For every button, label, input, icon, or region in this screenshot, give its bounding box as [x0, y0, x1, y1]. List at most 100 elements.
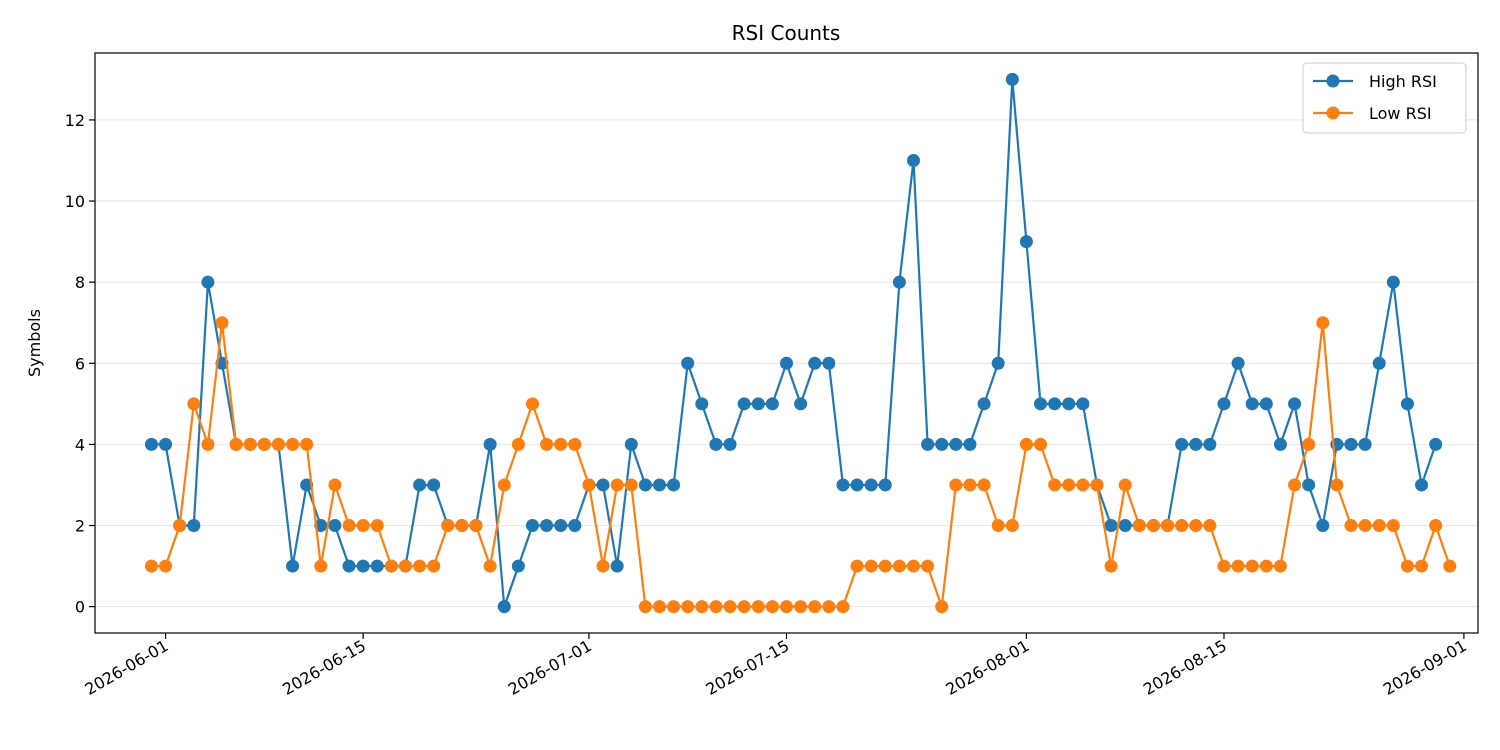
data-point: [441, 519, 455, 533]
data-point: [540, 437, 554, 451]
y-axis-label: Symbols: [25, 309, 44, 377]
data-point: [1161, 519, 1175, 533]
data-point: [808, 356, 822, 370]
data-point: [864, 559, 878, 573]
data-point: [159, 559, 173, 573]
data-point: [1217, 559, 1231, 573]
data-point: [469, 519, 483, 533]
data-point: [1288, 397, 1302, 411]
data-point: [356, 519, 370, 533]
data-point: [511, 437, 525, 451]
data-point: [1259, 559, 1273, 573]
data-point: [935, 600, 949, 614]
data-point: [780, 356, 793, 370]
data-point: [427, 559, 441, 573]
data-point: [921, 559, 935, 573]
data-point: [1189, 437, 1203, 451]
series-low-rsi: [144, 316, 1457, 614]
plot-frame: [94, 52, 1479, 634]
data-point: [413, 478, 427, 492]
data-point: [1372, 519, 1386, 533]
data-point: [1146, 519, 1160, 533]
data-point: [1076, 478, 1090, 492]
y-tick-label: 10: [65, 192, 85, 211]
y-axis: 0 2 4 6 8 10 12: [65, 111, 95, 617]
data-point: [850, 559, 864, 573]
data-point: [342, 519, 356, 533]
data-point: [243, 437, 257, 451]
data-point: [836, 600, 850, 614]
data-point: [667, 600, 681, 614]
data-point: [624, 478, 638, 492]
data-point: [1034, 397, 1048, 411]
data-point: [1400, 559, 1414, 573]
data-point: [949, 478, 963, 492]
data-point: [624, 437, 638, 451]
y-tick-label: 6: [75, 354, 85, 373]
data-point: [1415, 478, 1429, 492]
y-tick-label: 0: [75, 598, 85, 617]
data-point: [808, 600, 822, 614]
data-point: [794, 600, 808, 614]
data-point: [892, 559, 906, 573]
x-tick-label: 2026-07-01: [505, 636, 595, 699]
data-point: [1118, 478, 1132, 492]
data-point: [822, 600, 836, 614]
data-point: [497, 600, 511, 614]
data-point: [1231, 559, 1245, 573]
legend-label: High RSI: [1369, 72, 1437, 91]
data-point: [907, 559, 921, 573]
data-point: [427, 478, 441, 492]
data-point: [610, 559, 624, 573]
x-tick-label: 2026-06-01: [82, 636, 172, 699]
data-point: [963, 437, 977, 451]
data-point: [540, 519, 554, 533]
series-high-rsi: [144, 72, 1443, 614]
data-point: [878, 478, 892, 492]
data-point: [1189, 519, 1203, 533]
data-point: [1316, 316, 1330, 330]
data-point: [356, 559, 370, 573]
legend: High RSI Low RSI: [1302, 62, 1467, 134]
data-point: [638, 478, 652, 492]
data-point: [949, 437, 963, 451]
data-point: [582, 478, 596, 492]
data-point: [201, 275, 215, 289]
data-point: [384, 559, 398, 573]
data-point: [413, 559, 427, 573]
data-point: [1358, 519, 1372, 533]
data-point: [892, 275, 906, 289]
data-point: [836, 478, 850, 492]
legend-item: High RSI: [1313, 72, 1437, 91]
data-point: [1344, 437, 1358, 451]
data-point: [483, 559, 497, 573]
data-point: [780, 600, 793, 614]
data-point: [342, 559, 356, 573]
data-point: [1048, 478, 1062, 492]
data-point: [1245, 559, 1259, 573]
data-point: [737, 397, 751, 411]
y-tick-label: 4: [75, 435, 85, 454]
data-point: [1217, 397, 1231, 411]
data-point: [159, 437, 173, 451]
data-point: [314, 559, 328, 573]
data-point: [963, 478, 977, 492]
data-point: [568, 519, 582, 533]
series-layer: [144, 72, 1457, 614]
data-point: [1372, 356, 1386, 370]
data-point: [681, 600, 695, 614]
legend-marker: [1326, 74, 1340, 88]
data-point: [991, 519, 1005, 533]
data-point: [596, 478, 610, 492]
data-point: [652, 478, 666, 492]
data-point: [794, 397, 808, 411]
data-point: [525, 519, 539, 533]
data-point: [1429, 437, 1443, 451]
x-tick-label: 2026-07-15: [702, 636, 792, 699]
data-point: [977, 478, 991, 492]
legend-item: Low RSI: [1313, 104, 1432, 123]
data-point: [610, 478, 624, 492]
data-point: [1400, 397, 1414, 411]
data-point: [286, 559, 300, 573]
data-point: [723, 437, 737, 451]
